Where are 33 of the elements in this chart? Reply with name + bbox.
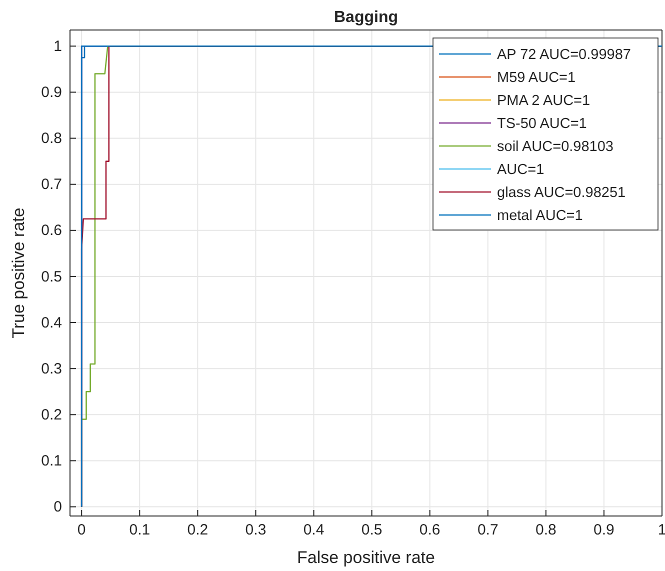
chart-title: Bagging bbox=[334, 9, 398, 26]
x-tick-label: 0.7 bbox=[477, 522, 498, 539]
legend-label: AP 72 AUC=0.99987 bbox=[497, 47, 631, 63]
x-tick-label: 0.5 bbox=[361, 522, 382, 539]
legend-label: glass AUC=0.98251 bbox=[497, 185, 626, 201]
legend-label: soil AUC=0.98103 bbox=[497, 139, 614, 155]
y-tick-label: 0.2 bbox=[41, 406, 62, 424]
x-tick-label: 1 bbox=[658, 522, 665, 539]
x-axis-title: False positive rate bbox=[297, 548, 435, 567]
y-tick-label: 0.6 bbox=[41, 222, 62, 240]
x-tick-label: 0.1 bbox=[129, 522, 150, 539]
y-tick-label: 0 bbox=[54, 498, 62, 516]
y-tick-label: 0.8 bbox=[41, 130, 62, 148]
y-tick-label: 0.1 bbox=[41, 452, 62, 470]
y-tick-label: 0.5 bbox=[41, 268, 62, 286]
y-tick-label: 1 bbox=[54, 38, 62, 55]
y-tick-label: 0.3 bbox=[41, 360, 62, 378]
y-axis-title: True positive rate bbox=[9, 208, 28, 338]
y-tick-label: 0.4 bbox=[41, 314, 62, 332]
x-tick-label: 0.8 bbox=[535, 522, 556, 539]
y-tick-label: 0.7 bbox=[41, 176, 62, 194]
y-tick-label: 0.9 bbox=[41, 84, 62, 101]
legend-label: TS-50 AUC=1 bbox=[497, 116, 587, 132]
legend-label: metal AUC=1 bbox=[497, 208, 583, 224]
x-tick-label: 0.9 bbox=[594, 522, 614, 539]
x-tick-label: 0.4 bbox=[303, 522, 324, 539]
x-tick-label: 0 bbox=[77, 522, 86, 539]
legend-label: AUC=1 bbox=[497, 162, 544, 178]
x-tick-label: 0.3 bbox=[245, 522, 266, 539]
x-tick-label: 0.2 bbox=[187, 522, 208, 539]
x-tick-label: 0.6 bbox=[419, 522, 440, 539]
legend-label: PMA 2 AUC=1 bbox=[497, 93, 590, 109]
legend-label: M59 AUC=1 bbox=[497, 70, 576, 86]
